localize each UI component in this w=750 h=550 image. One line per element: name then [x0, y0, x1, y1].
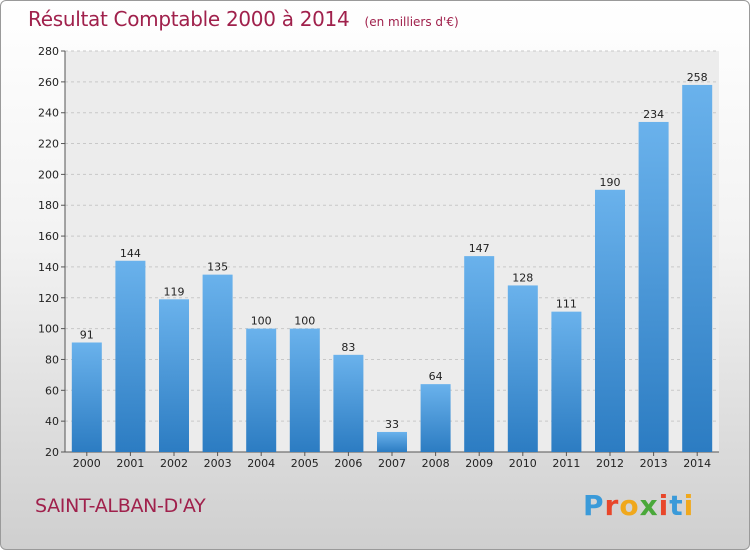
- bar-2012: [595, 189, 625, 453]
- x-tick-label-2002: 2002: [160, 457, 188, 470]
- y-tick-label: 220: [38, 138, 59, 151]
- value-label-2008: 64: [429, 370, 443, 383]
- value-label-2000: 91: [80, 328, 94, 341]
- bar-2008: [420, 384, 451, 452]
- chart-subtitle: (en milliers d'€): [364, 15, 459, 29]
- bar-2002: [159, 299, 189, 452]
- x-tick-label-2008: 2008: [422, 457, 450, 470]
- y-tick-label: 140: [38, 261, 59, 274]
- value-label-2001: 144: [120, 247, 141, 260]
- x-tick-label-2013: 2013: [640, 457, 668, 470]
- x-tick-label-2000: 2000: [73, 457, 101, 470]
- logo-letter: i: [658, 489, 670, 522]
- x-tick-label-2011: 2011: [552, 457, 580, 470]
- bar-2005: [289, 328, 320, 452]
- value-label-2010: 128: [512, 271, 533, 284]
- y-tick-label: 120: [38, 292, 59, 305]
- x-tick-label-2014: 2014: [683, 457, 711, 470]
- logo-letter: o: [619, 489, 640, 522]
- bar-2009: [464, 256, 495, 452]
- bar-2000: [71, 342, 102, 452]
- value-label-2009: 147: [469, 242, 490, 255]
- bar-2014: [682, 84, 713, 452]
- logo-letter: x: [639, 489, 659, 522]
- y-tick-label: 200: [38, 168, 59, 181]
- title-row: Résultat Comptable 2000 à 2014 (en milli…: [28, 7, 459, 31]
- bar-2004: [246, 328, 277, 452]
- y-tick-label: 180: [38, 199, 59, 212]
- bar-2003: [202, 274, 233, 452]
- y-tick-label: 40: [45, 415, 59, 428]
- x-tick-label-2009: 2009: [465, 457, 493, 470]
- y-tick-label: 80: [45, 353, 59, 366]
- proxiti-logo: Proxiti: [583, 489, 694, 522]
- value-label-2003: 135: [207, 261, 228, 274]
- x-tick-label-2005: 2005: [291, 457, 319, 470]
- value-label-2011: 111: [556, 298, 577, 311]
- bar-2007: [377, 431, 407, 452]
- value-label-2002: 119: [164, 285, 185, 298]
- value-label-2006: 83: [341, 341, 355, 354]
- y-tick-label: 260: [38, 76, 59, 89]
- value-label-2005: 100: [294, 315, 315, 328]
- logo-letter: t: [669, 489, 684, 522]
- y-tick-label: 20: [45, 446, 59, 459]
- x-tick-label-2004: 2004: [247, 457, 275, 470]
- bar-2006: [333, 354, 364, 452]
- y-tick-label: 100: [38, 323, 59, 336]
- bars: [71, 84, 713, 453]
- value-label-2014: 258: [687, 71, 708, 84]
- place-name: SAINT-ALBAN-D'AY: [35, 495, 206, 517]
- value-label-2007: 33: [385, 418, 399, 431]
- value-labels: 91 144 119 135 100 100 83 33 64 147 128 111 190 234 25…: [80, 71, 708, 431]
- y-tick-label: 240: [38, 107, 59, 120]
- logo-letter: i: [683, 489, 695, 522]
- chart-title: Résultat Comptable 2000 à 2014: [28, 7, 350, 31]
- bar-2010: [507, 285, 538, 452]
- value-label-2004: 100: [251, 315, 272, 328]
- bar-2001: [115, 260, 146, 452]
- y-tick-label: 280: [38, 45, 59, 58]
- logo-letter: r: [604, 489, 620, 522]
- x-tick-label-2003: 2003: [204, 457, 232, 470]
- x-tick-label-2007: 2007: [378, 457, 406, 470]
- x-tick-label-2010: 2010: [509, 457, 537, 470]
- bar-2013: [638, 121, 669, 452]
- value-label-2012: 190: [600, 176, 621, 189]
- value-label-2013: 234: [643, 108, 664, 121]
- x-tick-label-2001: 2001: [116, 457, 144, 470]
- x-tick-label-2012: 2012: [596, 457, 624, 470]
- x-tick-label-2006: 2006: [334, 457, 362, 470]
- y-tick-label: 160: [38, 230, 59, 243]
- y-tick-label: 60: [45, 384, 59, 397]
- bar-2011: [551, 311, 582, 452]
- logo-letter: P: [583, 489, 605, 522]
